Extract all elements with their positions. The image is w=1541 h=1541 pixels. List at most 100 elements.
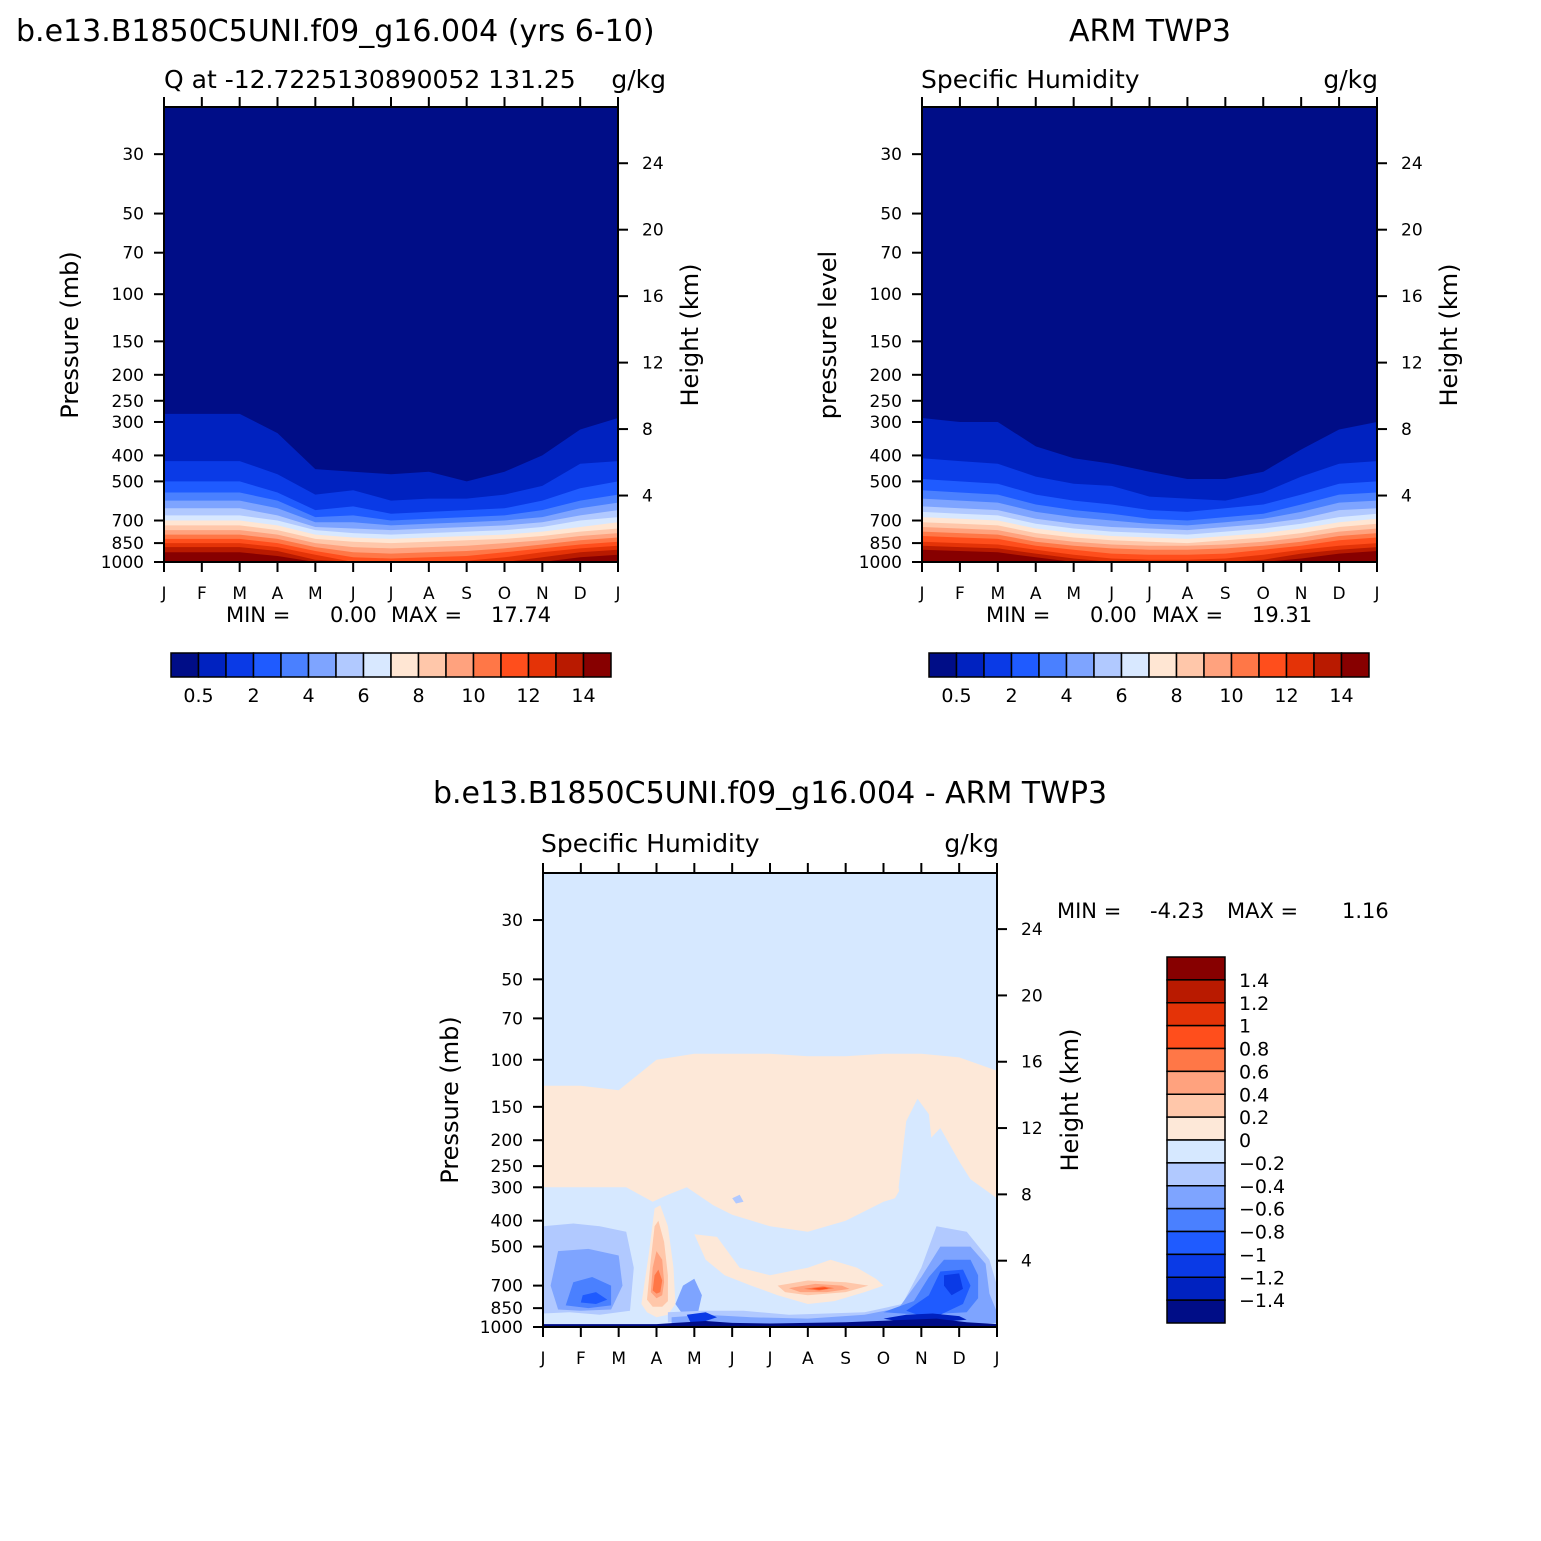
colorbar-label: 0.8 (1239, 1039, 1269, 1061)
panel-diff-max-value: 1.16 (1342, 899, 1389, 923)
colorbar-label: −1.2 (1239, 1267, 1285, 1289)
colorbar-swatch (472, 652, 502, 678)
panel-diff: b.e13.B1850C5UNI.f09_g16.004 - ARM TWP3 … (433, 776, 1389, 1369)
x-tick-label: F (576, 1349, 586, 1369)
y-right-tick-label: 8 (1021, 1185, 1032, 1205)
colorbar-label: 2 (247, 685, 259, 707)
colorbar-swatch (1230, 652, 1260, 678)
x-tick-label: A (802, 1349, 814, 1369)
colorbar-label: 8 (412, 685, 424, 707)
colorbar-label: 14 (571, 685, 595, 707)
y-tick-label: 500 (491, 1238, 523, 1258)
y-right-tick-label: 12 (642, 354, 664, 374)
x-tick-label: A (1182, 584, 1194, 604)
x-tick-label: S (840, 1349, 851, 1369)
y-right-tick-label: 8 (642, 420, 653, 440)
y-right-tick-label: 4 (1021, 1252, 1032, 1272)
x-tick-label: J (993, 1349, 999, 1369)
colorbar-swatch (1166, 1299, 1226, 1324)
y-tick-label: 250 (870, 392, 902, 412)
y-tick-label: 400 (870, 446, 902, 466)
panel-diff-colorbar: 1.41.210.80.60.40.20−0.2−0.4−0.6−0.8−1−1… (1166, 956, 1285, 1324)
panel-obs-colorbar: 0.5 2 4 6 8 10 12 14 (928, 652, 1370, 707)
panel-model-units: g/kg (611, 65, 666, 94)
colorbar-swatch (1285, 652, 1315, 678)
colorbar-swatch (1166, 956, 1226, 981)
x-tick-label: A (272, 584, 284, 604)
contour-band (898, 1098, 933, 1221)
y-tick-label: 300 (870, 413, 902, 433)
panel-obs-ylabel: pressure level (814, 251, 842, 419)
y-tick-label: 700 (491, 1277, 523, 1297)
y-tick-label: 50 (501, 970, 523, 990)
y-right-tick-label: 4 (642, 487, 653, 507)
colorbar-swatch (1166, 1162, 1226, 1187)
y-tick-label: 50 (880, 205, 902, 225)
x-tick-label: J (918, 584, 924, 604)
panel-model-min-value: 0.00 (330, 603, 377, 627)
colorbar-label: −0.6 (1239, 1199, 1285, 1221)
y-right-tick-label: 16 (642, 287, 664, 307)
y-tick-label: 250 (491, 1157, 523, 1177)
x-tick-label: M (990, 584, 1005, 604)
x-tick-label: J (1146, 584, 1152, 604)
x-tick-label: N (915, 1349, 928, 1369)
contour-band (944, 1273, 963, 1296)
y-tick-label: 250 (112, 392, 144, 412)
colorbar-swatch (252, 652, 282, 678)
y-tick-label: 200 (870, 366, 902, 386)
contour-band (732, 1194, 744, 1204)
panel-model: b.e13.B1850C5UNI.f09_g16.004 (yrs 6-10) … (16, 14, 704, 707)
y-tick-label: 400 (112, 446, 144, 466)
colorbar-label: −1.4 (1239, 1290, 1285, 1312)
y-tick-label: 400 (491, 1212, 523, 1232)
colorbar-label: 1.4 (1239, 970, 1269, 992)
y-right-tick-label: 12 (1021, 1119, 1043, 1139)
x-tick-label: O (498, 584, 511, 604)
y-tick-label: 1000 (859, 553, 902, 573)
x-tick-label: J (350, 584, 356, 604)
colorbar-label: 12 (516, 685, 540, 707)
colorbar-swatch (1258, 652, 1288, 678)
colorbar-label: −0.2 (1239, 1153, 1285, 1175)
contour-band (580, 1292, 608, 1304)
panel-diff-min-label: MIN = (1057, 899, 1121, 923)
x-tick-label: N (1295, 584, 1308, 604)
contour-band (922, 549, 1377, 562)
y-tick-label: 700 (870, 512, 902, 532)
colorbar-swatch (1166, 1047, 1226, 1073)
contour-band (686, 1312, 717, 1323)
y-right-tick-label: 20 (1021, 986, 1043, 1006)
colorbar-swatch (1313, 652, 1343, 678)
y-tick-label: 30 (501, 911, 523, 931)
panel-obs-title: ARM TWP3 (1069, 14, 1231, 49)
panel-obs: ARM TWP3 Specific Humidity g/kg pressure… (814, 14, 1463, 707)
colorbar-label: 14 (1329, 685, 1353, 707)
x-tick-label: J (160, 584, 166, 604)
colorbar-label: 0.4 (1239, 1084, 1269, 1106)
colorbar-swatch (197, 652, 227, 678)
x-tick-label: J (729, 1349, 735, 1369)
y-tick-label: 100 (491, 1051, 523, 1071)
y-right-tick-label: 8 (1401, 420, 1412, 440)
x-tick-label: N (536, 584, 549, 604)
colorbar-label: 1.2 (1239, 993, 1269, 1015)
x-tick-label: F (197, 584, 207, 604)
x-tick-label: S (461, 584, 472, 604)
colorbar-swatch (417, 652, 447, 678)
colorbar-swatch (1175, 652, 1205, 678)
colorbar-swatch (1166, 979, 1226, 1004)
colorbar-swatch (307, 652, 337, 678)
y-tick-label: 300 (491, 1178, 523, 1198)
colorbar-label: 2 (1005, 685, 1017, 707)
y-right-tick-label: 24 (642, 154, 664, 174)
x-tick-label: J (766, 1349, 772, 1369)
y-right-tick-label: 24 (1021, 920, 1043, 940)
colorbar-swatch (1148, 652, 1178, 678)
colorbar-swatch (928, 652, 958, 678)
colorbar-swatch (1038, 652, 1068, 678)
colorbar-label: 0.5 (183, 685, 213, 707)
